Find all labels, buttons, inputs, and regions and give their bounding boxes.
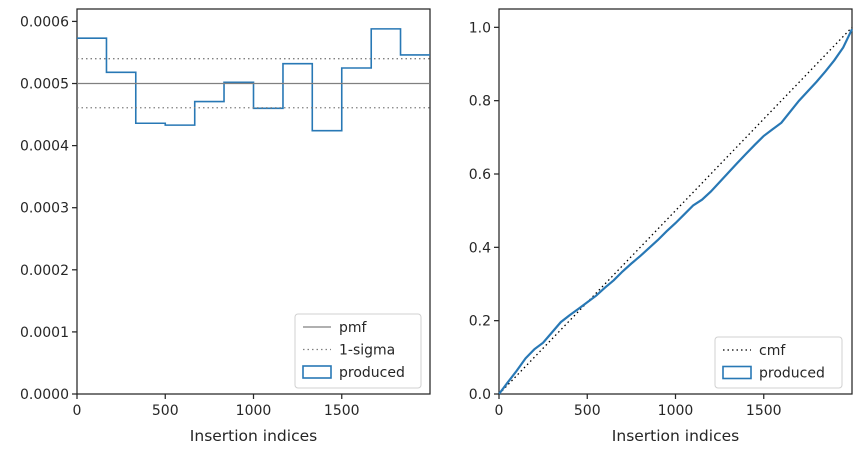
x-tick-label: 500 bbox=[574, 403, 601, 419]
x-tick-label: 0 bbox=[73, 403, 82, 419]
y-tick-label: 0.8 bbox=[469, 94, 491, 110]
y-tick-label: 1.0 bbox=[469, 20, 491, 36]
legend-label-produced: produced bbox=[759, 366, 825, 382]
x-tick-label: 1500 bbox=[324, 403, 360, 419]
y-tick-label: 0.6 bbox=[469, 167, 491, 183]
legend: cmf produced bbox=[714, 336, 843, 389]
histogram-panel: 0 500 1000 1500 0.0000 0.0001 0.0002 0.0003 0.00… bbox=[20, 8, 431, 445]
cmf-line bbox=[498, 26, 853, 395]
legend-label-cmf: cmf bbox=[759, 343, 786, 359]
y-tick-label: 0.0005 bbox=[20, 77, 69, 93]
legend-label-produced: produced bbox=[339, 365, 405, 381]
x-axis-label: Insertion indices bbox=[190, 427, 317, 445]
legend-label-1-sigma: 1-sigma bbox=[339, 343, 395, 359]
x-tick-label: 0 bbox=[495, 403, 504, 419]
legend-handle-produced bbox=[722, 365, 752, 380]
y-tick-label: 0.0000 bbox=[20, 387, 69, 403]
produced-step-line bbox=[77, 28, 430, 132]
y-tick-label: 0.0003 bbox=[20, 201, 69, 217]
y-tick-label: 0.0006 bbox=[20, 14, 69, 30]
x-tick-label: 500 bbox=[152, 403, 179, 419]
y-tick-label: 0.0002 bbox=[20, 263, 69, 279]
cdf-panel: 0 500 1000 1500 0.0 0.2 0.4 0.6 0.8 1.0 Insertion … bbox=[469, 8, 853, 445]
legend: pmf 1-sigma produced bbox=[294, 313, 422, 389]
y-tick-label: 0.4 bbox=[469, 240, 491, 256]
y-tick-label: 0.0 bbox=[469, 387, 491, 403]
x-axis-label: Insertion indices bbox=[612, 427, 739, 445]
legend-label-pmf: pmf bbox=[339, 320, 368, 336]
y-tick-label: 0.0004 bbox=[20, 139, 69, 155]
y-tick-label: 0.0001 bbox=[20, 325, 69, 341]
legend-box bbox=[294, 313, 422, 389]
x-tick-label: 1500 bbox=[746, 403, 782, 419]
legend-handle-produced bbox=[302, 365, 332, 379]
plot-area-frame bbox=[498, 8, 853, 395]
x-tick-label: 1000 bbox=[236, 403, 272, 419]
y-tick-label: 0.2 bbox=[469, 314, 491, 330]
produced-line bbox=[498, 28, 853, 395]
x-tick-label: 1000 bbox=[658, 403, 694, 419]
